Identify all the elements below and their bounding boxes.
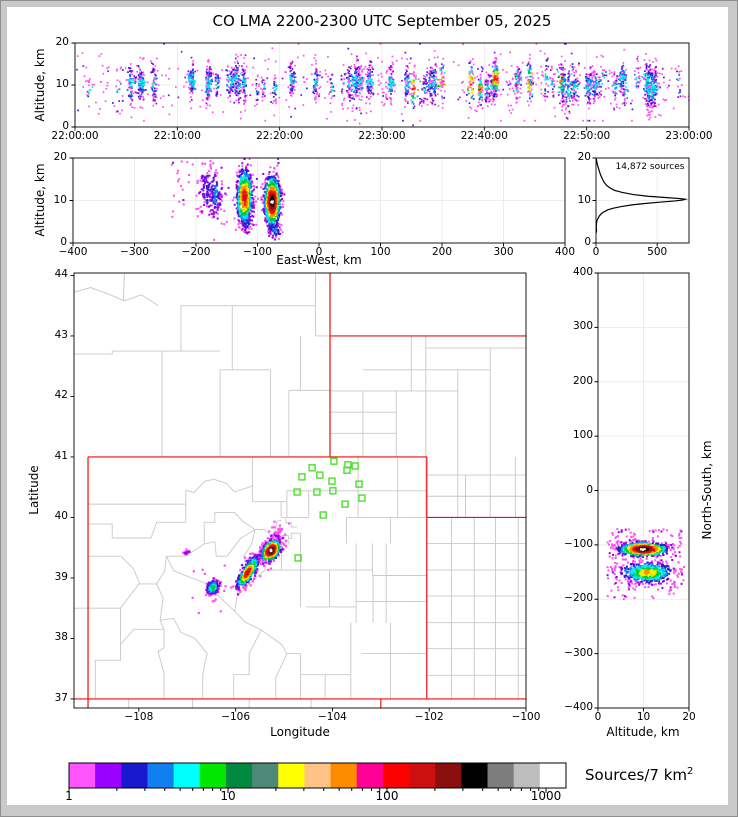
frame-matte-top [1, 1, 737, 7]
time-panel-ylabel: Altitude, km [33, 48, 47, 122]
source-count-annotation: 14,872 sources [615, 162, 685, 172]
map-ylabel: Latitude [27, 465, 41, 515]
frame-matte-right [728, 1, 737, 816]
frame-matte-left [1, 1, 7, 816]
colorbar [69, 763, 566, 788]
figure-title: CO LMA 2200-2300 UTC September 05, 2025 [212, 12, 552, 30]
ns-panel-ylabel: North-South, km [700, 440, 714, 540]
ew-panel-xlabel: East-West, km [276, 253, 362, 267]
map-xlabel: Longitude [270, 725, 330, 739]
colorbar-label: Sources/7 km2 [585, 766, 694, 784]
panel-east-west-height [73, 158, 565, 243]
ew-panel-ylabel: Altitude, km [33, 163, 47, 237]
frame-matte-bottom [1, 805, 737, 816]
ns-panel-xlabel: Altitude, km [606, 725, 680, 739]
panel-altitude-histogram [596, 158, 689, 243]
panel-time-height [75, 43, 689, 127]
panel-north-south-height [598, 273, 689, 708]
panel-map [74, 273, 526, 708]
